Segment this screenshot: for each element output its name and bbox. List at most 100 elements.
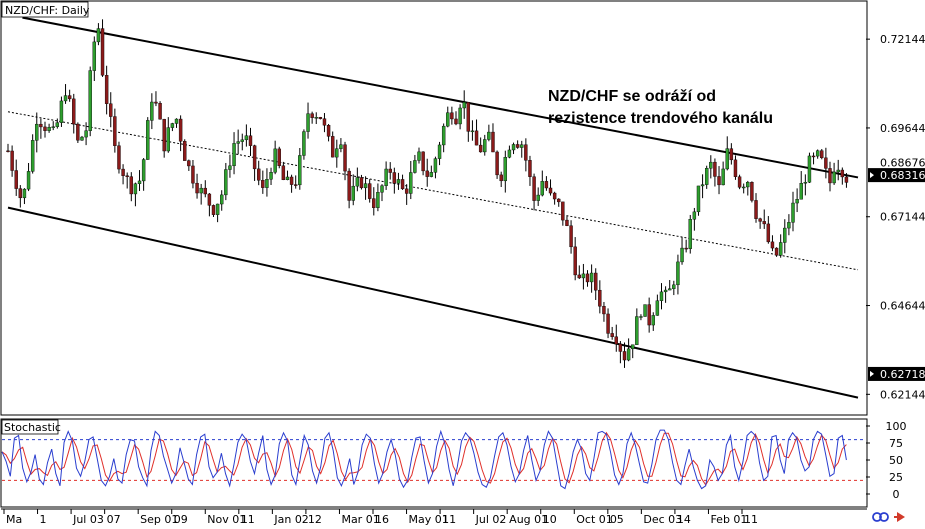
candle [162,118,166,158]
candle [339,138,343,153]
time-tick-label: 12 [308,513,322,525]
candle-body [47,127,51,131]
candle [680,236,684,265]
candle [602,301,606,322]
candle [59,96,64,127]
candle-body [528,160,532,177]
candle-body [269,172,273,180]
price-marker-arrow [870,172,874,179]
candle [355,167,360,192]
candle [421,151,425,176]
candle [88,66,92,137]
candle [363,176,368,200]
candle [454,111,458,126]
candle-body [150,101,154,121]
annotation-line-2: rezistence trendového kanálu [548,110,773,127]
candle-body [343,144,347,172]
candle-body [450,112,454,120]
candle [639,314,643,321]
stochastic-axis: 100 75 50 25 0 [866,420,907,501]
stochastic-main-line [1,429,847,490]
candle-body [651,315,655,326]
candle-body [339,144,343,149]
candle [536,187,540,206]
time-tick-label: 11 [442,513,456,525]
candle [158,101,162,120]
main-price-panel [0,0,868,416]
indicator-header: Stochastic [1,419,61,435]
candle-body [733,159,738,177]
price-marker-label: 0.68316 [880,169,925,182]
candle [404,184,409,205]
candle [215,203,220,223]
candle-body [552,192,557,200]
candle-body [741,186,746,189]
annotation: NZD/CHF se odráží od rezistence trendové… [548,88,773,127]
candle [306,102,310,139]
candle-body [602,306,606,315]
candle-body [721,168,725,186]
candle-body [532,176,536,201]
candle-body [39,123,43,128]
candle [499,171,503,188]
candle [166,117,170,153]
candle [676,254,680,295]
candle [589,264,594,293]
candle [265,168,269,197]
candle [754,193,758,223]
candle [84,122,88,146]
candle-body [569,225,573,248]
candle [63,84,68,104]
candle-body [400,179,405,190]
candle [113,108,117,153]
candle-body [598,289,602,307]
candle-body [195,182,199,194]
time-tick-label: 11 [241,513,255,525]
candle-body [228,165,232,170]
stochastic-tick-label: 0 [893,488,900,501]
time-tick-label: Jul 03 [72,513,104,525]
candle [372,187,376,216]
candle [577,265,581,279]
indicator-label: Stochastic [4,421,61,434]
candle-body [663,289,668,293]
candle-body [713,161,717,177]
candle [26,163,31,192]
candle [470,120,475,141]
candle-body [166,127,170,152]
candle-body [614,336,618,345]
candle-body [125,175,129,177]
arrow-right-icon[interactable] [894,512,905,522]
candle-body [281,165,286,181]
candle-body [261,180,265,188]
candle [351,174,355,206]
price-marker-label: 0.68676 [880,156,925,169]
time-tick-label: Dec 03 [643,513,682,525]
candle-body [799,183,803,200]
candle-body [585,273,590,283]
candle-body [544,181,549,189]
candle-body [154,101,158,104]
candle [807,152,812,183]
candle [302,129,306,160]
candle-body [700,184,705,187]
candle [248,127,253,156]
candle-body [536,194,540,201]
channel-support [7,206,859,399]
candle-body [573,246,577,276]
candle [347,168,351,209]
candle-body [84,130,88,138]
candle [80,135,84,141]
candle [795,188,799,213]
candle-body [199,187,203,194]
candle-body [725,148,729,170]
candle [392,167,397,194]
corner-icons[interactable] [872,512,905,522]
chain-link-icon[interactable] [872,512,889,522]
candle [51,121,55,131]
candle-body [458,107,462,125]
candle [618,341,623,364]
candle-body [655,300,660,316]
candle-body [791,202,795,223]
candle [359,174,364,190]
